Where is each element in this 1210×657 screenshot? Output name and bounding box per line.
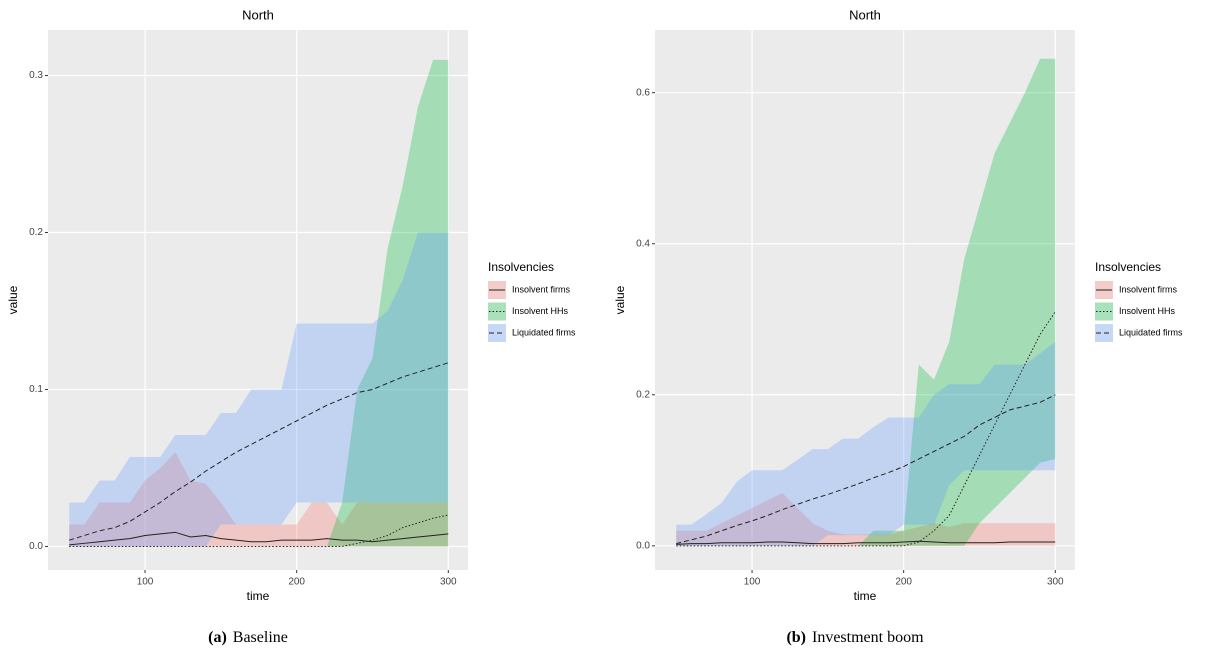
caption: (a) Baseline [208,629,288,646]
legend-label: Insolvent firms [1119,284,1178,294]
caption-label: (b) [786,629,806,646]
y-axis-label: value [613,285,627,314]
caption-text: Baseline [233,629,288,646]
series-line [676,394,1056,545]
y-tick-label: 0.6 [636,87,650,98]
legend-label: Liquidated firms [1119,327,1183,337]
x-axis-label: time [247,589,270,603]
legend-label: Insolvent HHs [1119,306,1176,316]
series-line [69,362,449,541]
y-tick-label: 0.2 [636,389,650,400]
caption-text: Investment boom [812,629,924,646]
series-line [676,311,1056,547]
x-tick-label: 200 [895,577,912,588]
series-line [69,531,449,546]
y-tick-label: 0.2 [29,227,43,238]
chart-title: North [242,7,274,22]
legend-label: Insolvent HHs [512,306,569,316]
series-line [676,540,1056,545]
band [676,341,1056,546]
legend-label: Insolvent firms [512,284,571,294]
band [69,232,449,547]
y-tick-label: 0.0 [636,540,650,551]
legend-title: Insolvencies [488,260,554,274]
x-tick-label: 200 [288,577,305,588]
band [676,492,1056,546]
y-tick-label: 0.3 [29,70,43,81]
band [69,452,449,547]
y-tick-label: 0.0 [29,541,43,552]
series-line [69,514,449,547]
x-tick-label: 300 [440,577,457,588]
legend-label: Liquidated firms [512,327,576,337]
band [69,59,449,547]
x-tick-label: 100 [744,577,761,588]
y-tick-label: 0.1 [29,384,43,395]
caption-label: (a) [208,629,227,646]
x-axis-label: time [854,589,877,603]
legend-title: Insolvencies [1095,260,1161,274]
y-axis-label: value [6,285,20,314]
chart-title: North [849,7,881,22]
y-tick-label: 0.4 [636,238,650,249]
band [676,58,1056,546]
plot-panel [655,30,1075,570]
x-tick-label: 100 [137,577,154,588]
caption: (b) Investment boom [786,629,924,646]
x-tick-label: 300 [1047,577,1064,588]
plot-panel [48,30,468,570]
